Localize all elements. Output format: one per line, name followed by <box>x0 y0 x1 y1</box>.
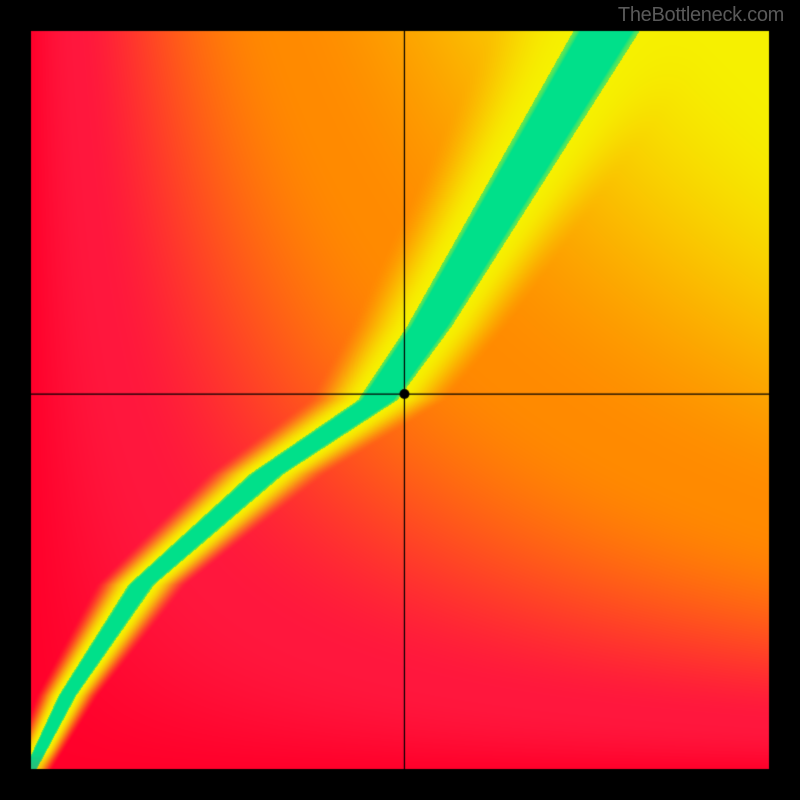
chart-container: TheBottleneck.com <box>0 0 800 800</box>
attribution-label: TheBottleneck.com <box>618 4 784 27</box>
heatmap-canvas <box>0 0 800 800</box>
